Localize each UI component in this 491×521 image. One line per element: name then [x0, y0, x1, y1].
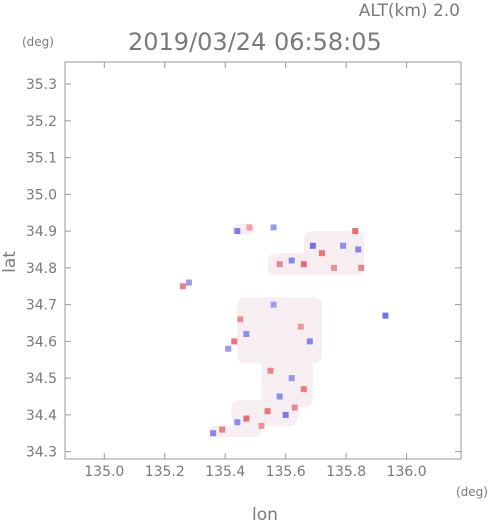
velocity-cell-19	[298, 324, 304, 330]
altitude-label: ALT(km) 2.0	[359, 1, 460, 21]
timestamp-title: 2019/03/24 06:58:05	[128, 28, 382, 56]
velocity-cell-16	[243, 331, 249, 337]
y-tick-label-10: 35.3	[26, 77, 57, 93]
x-axis-label: lon	[252, 505, 278, 521]
y-tick-label-3: 34.6	[26, 334, 57, 350]
y-tick-label-6: 34.9	[26, 224, 57, 240]
velocity-cell-17	[231, 338, 237, 344]
velocity-cell-2	[271, 224, 277, 230]
echo-region-3	[210, 426, 261, 437]
x-tick-label-5: 136.0	[387, 464, 427, 480]
velocity-cell-34	[225, 346, 231, 352]
velocity-cell-7	[319, 250, 325, 256]
y-tick-label-1: 34.4	[26, 408, 57, 424]
velocity-cell-29	[219, 427, 225, 433]
velocity-cell-28	[234, 419, 240, 425]
x-tick-label-2: 135.4	[205, 464, 245, 480]
velocity-cell-0	[234, 228, 240, 234]
velocity-cell-33	[382, 313, 388, 319]
velocity-cell-12	[358, 265, 364, 271]
velocity-cell-18	[271, 302, 277, 308]
y-tick-label-4: 34.7	[26, 298, 57, 314]
echo-field	[210, 224, 364, 437]
y-tick-label-2: 34.5	[26, 371, 57, 387]
velocity-cell-26	[283, 412, 289, 418]
velocity-cell-30	[210, 430, 216, 436]
velocity-cell-14	[180, 283, 186, 289]
velocity-cell-25	[265, 408, 271, 414]
y-unit-label: (deg)	[22, 35, 54, 49]
echo-region-0	[237, 297, 322, 363]
velocity-cell-11	[355, 246, 361, 252]
velocity-cell-13	[186, 280, 192, 286]
velocity-cell-24	[277, 394, 283, 400]
y-tick-label-8: 35.1	[26, 151, 57, 167]
velocity-cell-21	[268, 368, 274, 374]
velocity-cell-32	[292, 405, 298, 411]
x-tick-label-1: 135.2	[145, 464, 185, 480]
velocity-cell-27	[243, 416, 249, 422]
x-tick-label-4: 135.8	[326, 464, 366, 480]
echo-region-1	[261, 356, 312, 407]
velocity-cell-23	[301, 386, 307, 392]
y-tick-label-0: 34.3	[26, 445, 57, 461]
velocity-cell-4	[289, 258, 295, 264]
velocity-cell-8	[331, 265, 337, 271]
x-tick-label-0: 135.0	[84, 464, 124, 480]
y-axis-label: lat	[0, 251, 20, 273]
x-tick-label-3: 135.6	[266, 464, 306, 480]
velocity-cell-15	[237, 316, 243, 322]
velocity-cell-10	[352, 228, 358, 234]
velocity-cell-9	[340, 243, 346, 249]
y-tick-label-7: 35.0	[26, 187, 57, 203]
velocity-cell-6	[310, 243, 316, 249]
velocity-cell-31	[258, 423, 264, 429]
velocity-cell-1	[246, 224, 252, 230]
velocity-cell-3	[277, 261, 283, 267]
velocity-cell-22	[289, 375, 295, 381]
y-tick-label-9: 35.2	[26, 114, 57, 130]
x-unit-label: (deg)	[456, 485, 488, 499]
velocity-cell-5	[301, 261, 307, 267]
y-tick-label-5: 34.8	[26, 261, 57, 277]
velocity-cell-20	[307, 338, 313, 344]
